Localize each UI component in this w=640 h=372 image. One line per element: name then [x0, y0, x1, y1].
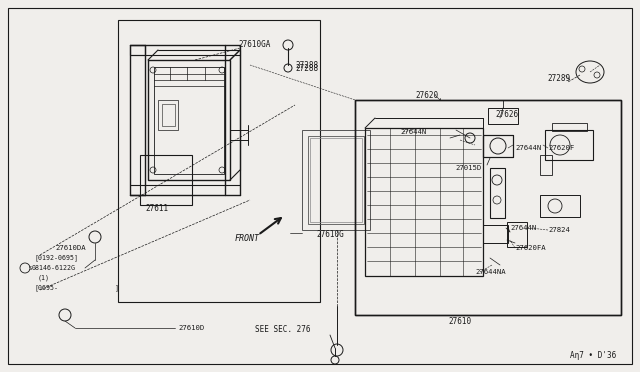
Text: 27620F: 27620F [548, 145, 574, 151]
Bar [308, 136, 364, 224]
Bar [365, 128, 483, 276]
Bar [483, 225, 508, 243]
Text: 27620FA: 27620FA [515, 245, 546, 251]
Text: 27824: 27824 [548, 227, 570, 233]
Text: 27289: 27289 [547, 74, 570, 83]
Text: 08146-6122G: 08146-6122G [32, 265, 76, 271]
Bar [552, 123, 587, 131]
Bar [540, 155, 552, 175]
Text: [0695-: [0695- [35, 285, 59, 291]
Bar [483, 135, 513, 157]
Text: 27611: 27611 [145, 203, 168, 212]
Text: 27610D: 27610D [178, 325, 204, 331]
Bar [162, 104, 175, 126]
Text: 27015D: 27015D [455, 165, 481, 171]
Bar [488, 108, 518, 124]
Bar [507, 222, 527, 247]
Text: 27610DA: 27610DA [55, 245, 86, 251]
Bar [148, 60, 230, 180]
Bar [118, 20, 320, 302]
Text: [0192-0695]: [0192-0695] [35, 254, 79, 262]
Bar [540, 195, 580, 217]
Text: 27644N: 27644N [400, 129, 426, 135]
Text: 27610GA: 27610GA [238, 39, 270, 48]
Text: 27644N: 27644N [510, 225, 536, 231]
Bar [545, 130, 593, 160]
Bar [355, 100, 621, 315]
Text: 27610G: 27610G [316, 230, 344, 238]
Text: 27288: 27288 [295, 61, 318, 70]
Text: 27644N: 27644N [515, 145, 541, 151]
Bar [355, 100, 621, 315]
Bar [158, 100, 178, 130]
Text: S: S [29, 266, 32, 270]
Text: 27288: 27288 [295, 64, 318, 73]
Bar [154, 67, 224, 174]
Bar [302, 130, 370, 230]
Text: ]: ] [115, 285, 119, 291]
Bar [310, 138, 362, 222]
Text: Aη7 • D'36: Aη7 • D'36 [570, 350, 616, 359]
Text: 27626: 27626 [495, 109, 518, 119]
Text: (1): (1) [38, 275, 50, 281]
Text: SEE SEC. 276: SEE SEC. 276 [255, 326, 310, 334]
Bar [140, 155, 192, 205]
Text: 27610: 27610 [448, 317, 471, 327]
Text: 27620: 27620 [415, 90, 438, 99]
Text: 27644NA: 27644NA [475, 269, 506, 275]
Text: FRONT: FRONT [235, 234, 260, 243]
Bar [490, 168, 505, 218]
